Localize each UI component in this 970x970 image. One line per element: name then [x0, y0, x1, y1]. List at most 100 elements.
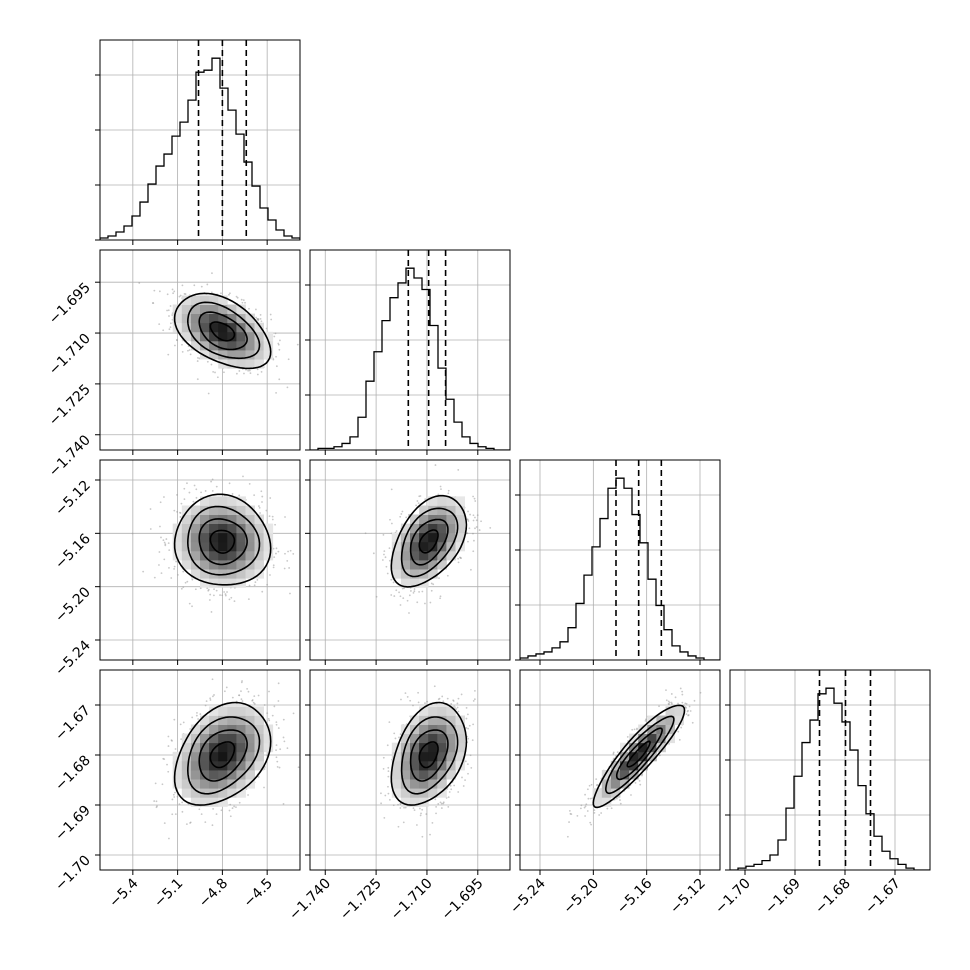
- density-cell: [254, 322, 264, 333]
- sample-point: [193, 284, 196, 287]
- sample-point: [266, 712, 269, 715]
- sample-point: [593, 809, 596, 811]
- density-cell: [428, 532, 438, 543]
- sample-point: [187, 349, 189, 352]
- x-tick-label: −1.695: [439, 876, 487, 924]
- density-cell: [172, 550, 183, 561]
- density-cell: [209, 751, 219, 762]
- density-cell: [455, 733, 465, 744]
- sample-point: [416, 824, 418, 826]
- sample-point: [226, 591, 228, 593]
- sample-point: [173, 565, 176, 568]
- density-cell: [437, 751, 447, 762]
- sample-point: [585, 803, 588, 806]
- sample-point: [449, 784, 452, 787]
- density-cell: [610, 770, 621, 780]
- sample-point: [446, 574, 449, 577]
- sample-point: [164, 543, 167, 545]
- sample-point: [426, 700, 429, 703]
- sample-point: [261, 590, 264, 593]
- sample-point: [169, 322, 172, 325]
- density-cell: [455, 742, 465, 753]
- sample-point: [389, 518, 391, 521]
- sample-point: [277, 682, 280, 685]
- density-cell: [200, 313, 210, 324]
- panel-frame: [99, 459, 301, 661]
- density-cell: [263, 331, 274, 342]
- sample-point: [419, 495, 422, 497]
- sample-point: [231, 493, 234, 495]
- density-cell: [200, 578, 210, 588]
- sample-point: [269, 574, 271, 576]
- density-cell: [245, 331, 255, 342]
- sample-point: [282, 802, 285, 805]
- density-cell: [190, 322, 201, 333]
- density-cell: [437, 742, 447, 753]
- density-cell: [254, 715, 264, 725]
- sample-point: [196, 360, 199, 362]
- sample-point: [279, 748, 282, 751]
- sample-point: [393, 732, 396, 735]
- density-cell: [190, 779, 201, 789]
- sample-point: [442, 700, 445, 703]
- x-tick-label: −1.710: [388, 876, 436, 924]
- density-cell: [391, 550, 402, 561]
- sample-point: [685, 702, 688, 705]
- density-cell: [209, 304, 219, 314]
- x-tick-label: −5.12: [667, 876, 709, 918]
- sample-point: [268, 690, 270, 693]
- sample-point: [273, 556, 276, 559]
- sample-point: [275, 547, 278, 550]
- sample-point: [456, 702, 459, 705]
- contour-3: [592, 704, 686, 809]
- sample-point: [138, 282, 141, 284]
- sample-point: [224, 593, 227, 595]
- density-cell: [428, 751, 438, 762]
- sample-point: [273, 705, 276, 708]
- density-cell: [218, 724, 228, 734]
- sample-point: [386, 744, 389, 747]
- sample-point: [230, 596, 233, 599]
- density-cell: [263, 550, 274, 561]
- sample-point: [168, 549, 171, 551]
- sample-point: [658, 754, 661, 757]
- sample-point: [688, 705, 691, 708]
- panel-frame: [99, 39, 301, 241]
- panel-frame: [99, 669, 301, 871]
- sample-point: [248, 482, 251, 485]
- x-tick-label: −1.725: [337, 876, 385, 924]
- sample-point: [182, 721, 185, 724]
- sample-point: [251, 699, 254, 701]
- sample-point: [269, 497, 272, 499]
- histogram-1: [310, 267, 510, 450]
- contour-2: [604, 715, 675, 795]
- sample-point: [248, 369, 251, 372]
- sample-point: [196, 711, 198, 714]
- sample-point: [416, 601, 419, 604]
- density-cell: [610, 788, 621, 798]
- density-cell: [209, 733, 219, 744]
- sample-point: [399, 807, 402, 809]
- y-tick-label: −5.12: [52, 478, 94, 520]
- sample-point: [439, 595, 442, 598]
- density-cell: [437, 733, 447, 744]
- sample-point: [159, 501, 162, 504]
- sample-point: [388, 721, 391, 724]
- contour-1: [198, 311, 248, 351]
- density-cell: [181, 514, 192, 524]
- density-cell: [227, 523, 237, 534]
- density-cell: [218, 331, 228, 342]
- sample-point: [457, 561, 460, 564]
- sample-point: [467, 510, 469, 513]
- density-cell: [391, 760, 402, 771]
- sample-point: [388, 559, 391, 562]
- density-cell: [428, 496, 438, 506]
- sample-point: [200, 813, 203, 816]
- sample-point: [598, 814, 601, 816]
- sample-point: [181, 343, 183, 346]
- sample-point: [253, 695, 256, 698]
- sample-point: [636, 728, 638, 731]
- contour-0: [418, 741, 439, 769]
- density-cell: [455, 496, 465, 506]
- density-cell: [236, 770, 246, 780]
